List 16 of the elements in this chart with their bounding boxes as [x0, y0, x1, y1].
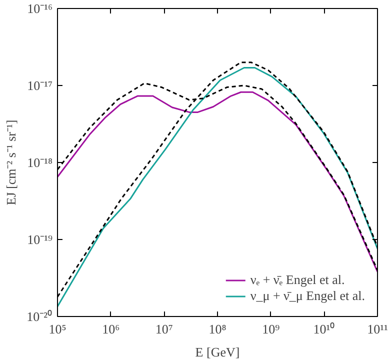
y-tick-label: 10⁻²⁰ [26, 309, 53, 324]
x-tick-label: 10⁹ [262, 322, 280, 336]
x-tick-label: 10¹¹ [367, 322, 388, 336]
y-tick-label: 10⁻¹⁸ [27, 155, 53, 170]
x-tick-label: 10⁸ [208, 322, 227, 336]
y-axis-title: EJ [cm⁻² s⁻¹ sr⁻¹] [4, 120, 19, 206]
x-tick-label: 10¹⁰ [313, 322, 336, 336]
legend-label: νₑ + ν̄ₑ Engel et al. [250, 272, 345, 288]
legend-label: ν_μ + ν̄_μ Engel et al. [250, 288, 365, 304]
x-tick-label: 10⁵ [48, 322, 66, 336]
y-tick-label: 10⁻¹⁷ [27, 78, 53, 93]
x-tick-label: 10⁷ [155, 322, 173, 336]
x-axis-title: E [GeV] [195, 344, 240, 360]
x-tick-label: 10⁶ [102, 322, 120, 336]
y-tick-label: 10⁻¹⁶ [27, 1, 53, 16]
y-tick-label: 10⁻¹⁹ [27, 232, 53, 247]
